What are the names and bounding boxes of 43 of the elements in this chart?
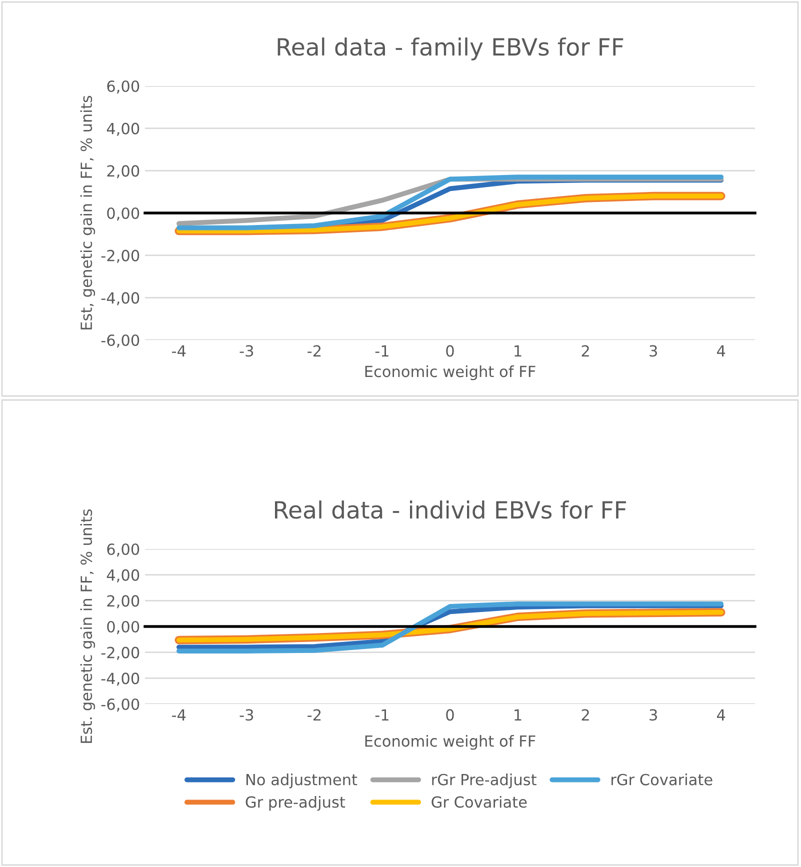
legend-label: No adjustment — [246, 774, 358, 788]
y-axis-title: Est, genetic gain in FF, % units — [80, 96, 96, 330]
y-tick-label: 6,00 — [107, 543, 140, 557]
x-tick-label: -4 — [172, 709, 186, 720]
y-tick-label: 4,00 — [106, 122, 140, 136]
x-tick-label: 4 — [717, 345, 726, 356]
y-tick-label: -6,00 — [101, 334, 140, 348]
y-tick-label: -2,00 — [101, 250, 140, 263]
y-tick-label: 4,00 — [106, 569, 140, 582]
chart-title: Real data - individ EBVs for FF — [274, 500, 626, 519]
legend-label: rGr Pre-adjust — [432, 774, 536, 788]
x-tick-label: -1 — [375, 709, 388, 720]
y-tick-label: -6,00 — [101, 698, 140, 712]
x-tick-label: 2 — [582, 709, 589, 720]
y-tick-label: 6,00 — [107, 80, 140, 94]
legend-label: Gr Covariate — [432, 796, 527, 808]
x-tick-label: 2 — [582, 345, 589, 356]
x-tick-label: 1 — [514, 345, 522, 356]
x-tick-label: 0 — [446, 709, 454, 721]
x-axis-title: Economic weight of FF — [365, 365, 536, 380]
y-tick-label: 0,00 — [107, 620, 140, 634]
x-tick-label: -3 — [240, 345, 254, 357]
x-tick-label: 0 — [446, 345, 454, 357]
x-tick-label: 3 — [650, 345, 657, 357]
y-tick-label: -4,00 — [101, 672, 140, 686]
x-tick-label: 4 — [717, 709, 726, 720]
x-tick-label: 3 — [650, 709, 657, 721]
y-tick-label: -4,00 — [101, 292, 140, 306]
y-axis-title: Est. genetic gain in FF, % units — [80, 509, 96, 743]
y-tick-label: -2,00 — [101, 646, 140, 660]
x-tick-label: -4 — [172, 345, 186, 356]
x-tick-label: -2 — [308, 345, 321, 356]
x-tick-label: 1 — [514, 709, 522, 720]
x-axis-title: Economic weight of FF — [365, 735, 536, 750]
x-tick-label: -1 — [375, 345, 388, 356]
chart-title: Real data - family EBVs for FF — [278, 38, 624, 60]
y-tick-label: 2,00 — [107, 595, 140, 608]
legend-label: Gr pre-adjust — [246, 796, 346, 811]
legend-label: rGr Covariate — [612, 774, 712, 786]
y-tick-label: 2,00 — [107, 165, 140, 178]
y-tick-label: 0,00 — [107, 207, 140, 221]
x-tick-label: -3 — [240, 709, 254, 721]
x-tick-label: -2 — [308, 709, 321, 720]
